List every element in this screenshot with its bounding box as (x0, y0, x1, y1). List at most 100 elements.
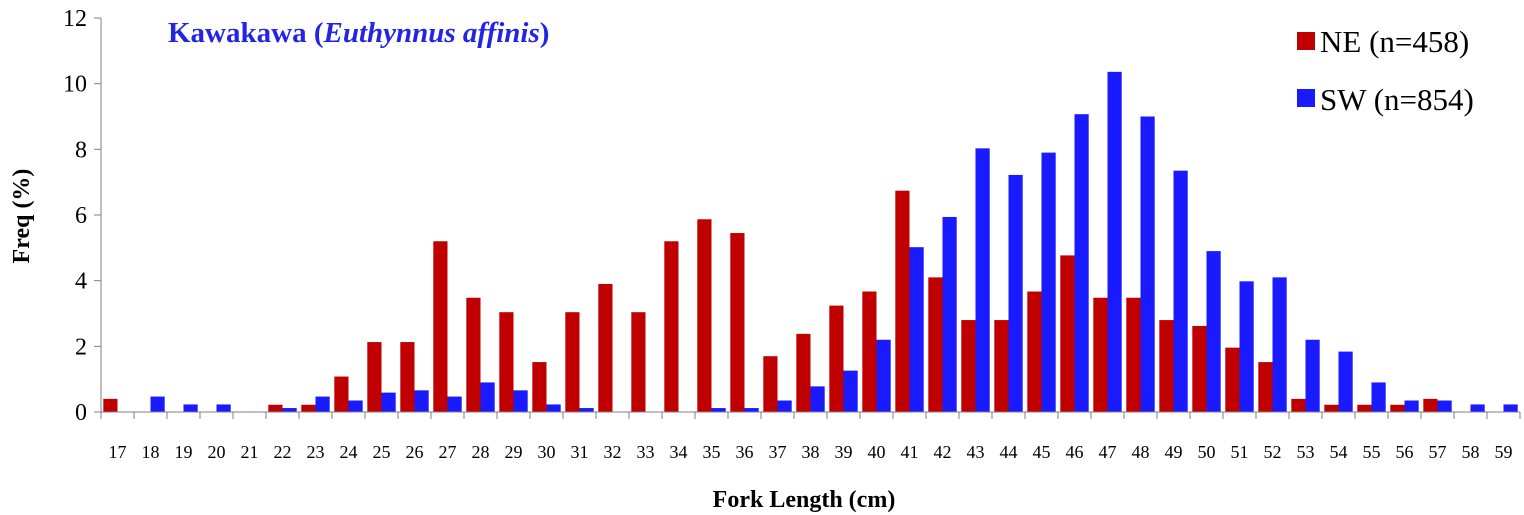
x-tick-label: 44 (1000, 442, 1018, 462)
bar-sw-25 (381, 392, 396, 412)
bar-ne-41 (895, 190, 910, 412)
bar-ne-45 (1027, 291, 1042, 412)
bar-sw-55 (1371, 382, 1386, 412)
bar-sw-44 (1008, 174, 1023, 412)
y-tick-label: 0 (75, 400, 87, 426)
bar-sw-47 (1107, 71, 1122, 412)
bar-ne-30 (532, 362, 547, 412)
bar-ne-22 (268, 404, 283, 412)
chart-title-main: Kawakawa ( (168, 17, 323, 49)
bar-sw-31 (579, 408, 594, 412)
bar-sw-23 (315, 396, 330, 412)
x-tick-label: 38 (802, 442, 820, 462)
series-ne-bars (103, 190, 1438, 412)
bar-ne-38 (796, 333, 811, 412)
bar-sw-28 (480, 382, 495, 412)
bar-sw-39 (843, 370, 858, 412)
legend-swatch-ne (1297, 32, 1315, 50)
x-tick-label: 39 (835, 442, 853, 462)
series-sw-bars (150, 71, 1518, 412)
x-tick-label: 54 (1330, 442, 1348, 462)
x-tick-label: 23 (307, 442, 325, 462)
y-tick-label: 10 (63, 72, 87, 98)
y-axis-label: Freq (%) (9, 169, 35, 264)
x-tick-label: 28 (472, 442, 490, 462)
x-axis-label: Fork Length (cm) (713, 487, 896, 513)
bar-ne-47 (1093, 297, 1108, 412)
bar-sw-30 (546, 404, 561, 412)
chart-title-species: Euthynnus affinis (322, 17, 539, 49)
x-tick-label: 53 (1297, 442, 1315, 462)
bar-sw-29 (513, 390, 528, 412)
bar-ne-48 (1126, 297, 1141, 412)
bar-sw-58 (1470, 404, 1485, 412)
bar-ne-57 (1423, 398, 1438, 412)
x-tick-label: 51 (1231, 442, 1249, 462)
bar-ne-52 (1258, 362, 1273, 412)
x-tick-label: 42 (934, 442, 952, 462)
bar-sw-20 (216, 404, 231, 412)
x-tick-label: 56 (1396, 442, 1414, 462)
x-tick-label: 35 (703, 442, 721, 462)
bar-ne-28 (466, 297, 481, 412)
bar-ne-34 (664, 241, 679, 412)
bar-ne-33 (631, 312, 646, 412)
bar-sw-56 (1404, 400, 1419, 412)
x-tick-label: 20 (208, 442, 226, 462)
bar-ne-24 (334, 376, 349, 412)
chart-title-close: ) (540, 17, 550, 49)
x-tick-label: 34 (670, 442, 688, 462)
y-axis-ticks: 0 2 4 6 8 10 12 (63, 6, 101, 426)
legend-label-sw: SW (n=854) (1320, 82, 1474, 117)
bar-sw-36 (744, 408, 759, 412)
bar-sw-38 (810, 386, 825, 412)
x-tick-label: 48 (1132, 442, 1150, 462)
bar-ne-51 (1225, 347, 1240, 412)
x-tick-label: 32 (604, 442, 622, 462)
bar-ne-42 (928, 277, 943, 412)
bar-sw-40 (876, 339, 891, 412)
x-tick-label: 55 (1363, 442, 1381, 462)
bar-ne-44 (994, 320, 1009, 412)
bar-sw-46 (1074, 114, 1089, 412)
bar-ne-31 (565, 312, 580, 412)
bar-ne-35 (697, 219, 712, 412)
x-tick-label: 29 (505, 442, 523, 462)
bar-sw-50 (1206, 251, 1221, 412)
x-tick-label: 21 (241, 442, 259, 462)
bar-sw-37 (777, 400, 792, 412)
bar-sw-48 (1140, 116, 1155, 412)
bar-ne-50 (1192, 325, 1207, 412)
x-tick-label: 58 (1462, 442, 1480, 462)
bar-ne-49 (1159, 320, 1174, 412)
x-tick-label: 22 (274, 442, 292, 462)
bar-sw-51 (1239, 281, 1254, 412)
bar-ne-23 (301, 404, 316, 412)
legend-swatch-sw (1297, 89, 1315, 107)
bar-sw-57 (1437, 400, 1452, 412)
bar-sw-19 (183, 404, 198, 412)
x-tick-label: 41 (901, 442, 919, 462)
x-tick-label: 26 (406, 442, 424, 462)
bar-ne-29 (499, 312, 514, 412)
y-tick-label: 4 (75, 269, 87, 295)
x-tick-label: 19 (175, 442, 193, 462)
bar-sw-35 (711, 408, 726, 412)
y-tick-label: 2 (75, 334, 87, 360)
bar-ne-17 (103, 398, 118, 412)
x-tick-label: 31 (571, 442, 589, 462)
x-tick-label: 40 (868, 442, 886, 462)
legend-label-ne: NE (n=458) (1320, 24, 1469, 59)
bar-sw-24 (348, 400, 363, 412)
x-axis-ticks: 17 18 19 20 21 22 23 24 25 26 27 28 29 30 31 32 33 34 35 36… (100, 412, 1521, 462)
bar-ne-25 (367, 342, 382, 412)
x-tick-label: 36 (736, 442, 754, 462)
x-tick-label: 57 (1429, 442, 1447, 462)
x-tick-label: 47 (1099, 442, 1117, 462)
bar-sw-45 (1041, 152, 1056, 412)
y-tick-label: 8 (75, 137, 87, 163)
bar-sw-54 (1338, 351, 1353, 412)
x-tick-label: 46 (1066, 442, 1084, 462)
x-tick-label: 25 (373, 442, 391, 462)
bar-ne-46 (1060, 255, 1075, 412)
